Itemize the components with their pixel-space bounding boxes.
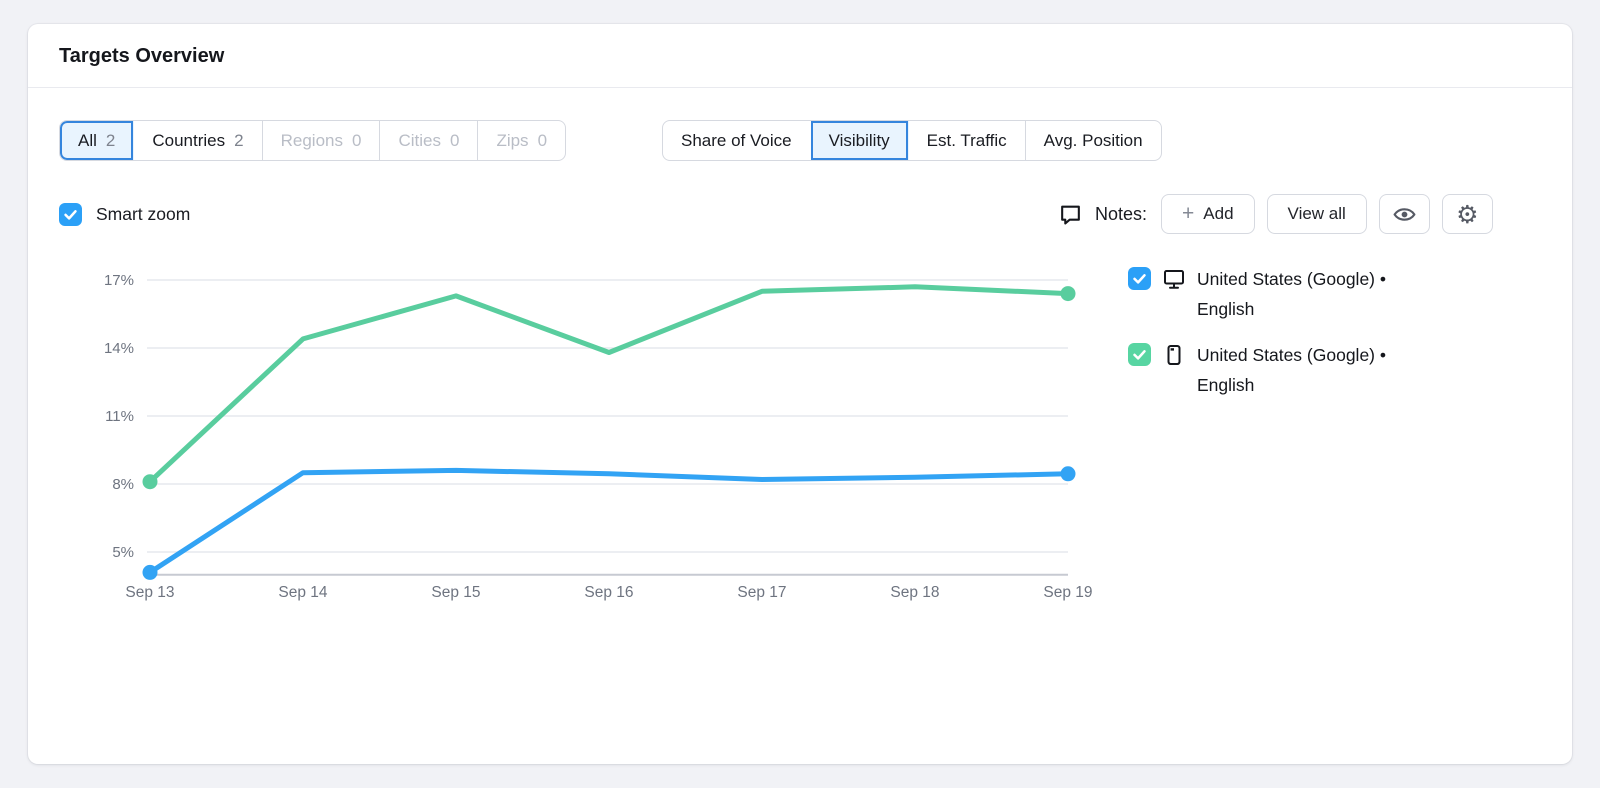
svg-text:Sep 17: Sep 17 <box>737 584 786 601</box>
svg-text:Sep 15: Sep 15 <box>431 584 480 601</box>
svg-text:14%: 14% <box>104 340 134 357</box>
tab-count: 0 <box>537 130 548 150</box>
tab-count: 0 <box>351 130 362 150</box>
svg-text:Sep 16: Sep 16 <box>584 584 633 601</box>
gear-icon: ⚙ <box>1456 199 1479 229</box>
chart-settings-button[interactable]: ⚙ <box>1441 194 1493 234</box>
svg-text:5%: 5% <box>112 544 134 561</box>
chart-legend: United States (Google) • English United … <box>1128 264 1468 400</box>
metric-tabs: Share of Voice Visibility Est. Traffic A… <box>662 120 1162 161</box>
svg-text:8%: 8% <box>112 476 134 493</box>
svg-text:17%: 17% <box>104 272 134 289</box>
plus-icon: + <box>1182 202 1195 225</box>
legend-label: United States (Google) • English <box>1197 269 1386 319</box>
speech-bubble-icon <box>1061 205 1080 224</box>
tab-label: Regions <box>280 130 343 150</box>
mobile-icon <box>1167 345 1181 365</box>
tab-count: 2 <box>105 130 116 150</box>
tab-label: Share of Voice <box>681 130 792 150</box>
checkmark-icon <box>64 209 77 220</box>
tab-est-traffic[interactable]: Est. Traffic <box>909 121 1026 160</box>
tab-label: Zips <box>496 130 529 150</box>
tab-label: Countries <box>152 130 226 150</box>
page-title: Targets Overview <box>28 24 1572 88</box>
tab-label: Cities <box>398 130 441 150</box>
smart-zoom-control: Smart zoom <box>59 192 190 236</box>
tab-count: 0 <box>449 130 460 150</box>
add-note-button[interactable]: + Add <box>1161 194 1255 234</box>
tab-count: 2 <box>234 130 244 150</box>
eye-icon <box>1393 207 1416 221</box>
toggle-notes-visibility-button[interactable] <box>1378 194 1430 234</box>
tab-avg-position[interactable]: Avg. Position <box>1026 121 1161 160</box>
svg-text:Sep 14: Sep 14 <box>278 584 328 601</box>
tab-label: Avg. Position <box>1043 130 1143 150</box>
svg-text:11%: 11% <box>105 408 134 425</box>
add-note-label: Add <box>1203 204 1234 223</box>
smart-zoom-label: Smart zoom <box>96 203 191 224</box>
tab-countries[interactable]: Countries 2 <box>134 121 263 160</box>
checkmark-icon <box>1133 350 1146 360</box>
legend-label: United States (Google) • English <box>1197 345 1386 395</box>
svg-text:Sep 19: Sep 19 <box>1043 584 1092 601</box>
visibility-trend-chart[interactable]: 17% 14% 11% 8% 5% Sep 13 Sep 14 Sep 15 Sep 16 Sep… <box>59 254 1099 614</box>
checkmark-icon <box>1133 274 1146 284</box>
tab-share-of-voice[interactable]: Share of Voice <box>663 121 811 160</box>
targets-overview-card: Targets Overview All 2 Countries 2 Regio… <box>28 24 1572 764</box>
scope-tabs: All 2 Countries 2 Regions 0 Cities 0 Zip… <box>59 120 567 161</box>
svg-text:Sep 13: Sep 13 <box>125 584 174 601</box>
tab-label: Est. Traffic <box>926 130 1007 150</box>
legend-item-mobile: United States (Google) • English <box>1128 340 1468 400</box>
tab-zips[interactable]: Zips 0 <box>478 121 565 160</box>
smart-zoom-checkbox[interactable] <box>59 202 82 226</box>
legend-checkbox-mobile[interactable] <box>1128 343 1151 366</box>
tab-label: Visibility <box>828 130 890 150</box>
tab-cities[interactable]: Cities 0 <box>380 121 479 160</box>
desktop-icon <box>1164 270 1184 289</box>
tab-label: All <box>78 130 97 150</box>
notes-toolbar: Notes: + Add View all ⚙ <box>1058 190 1493 238</box>
view-all-notes-button[interactable]: View all <box>1266 194 1367 234</box>
notes-label: Notes: <box>1095 203 1148 224</box>
view-all-label: View all <box>1287 204 1346 223</box>
tab-visibility[interactable]: Visibility <box>810 121 909 160</box>
legend-item-desktop: United States (Google) • English <box>1128 264 1468 324</box>
legend-checkbox-desktop[interactable] <box>1128 267 1151 290</box>
tab-regions[interactable]: Regions 0 <box>263 121 381 160</box>
svg-text:Sep 18: Sep 18 <box>890 584 939 601</box>
tab-all[interactable]: All 2 <box>60 121 135 160</box>
